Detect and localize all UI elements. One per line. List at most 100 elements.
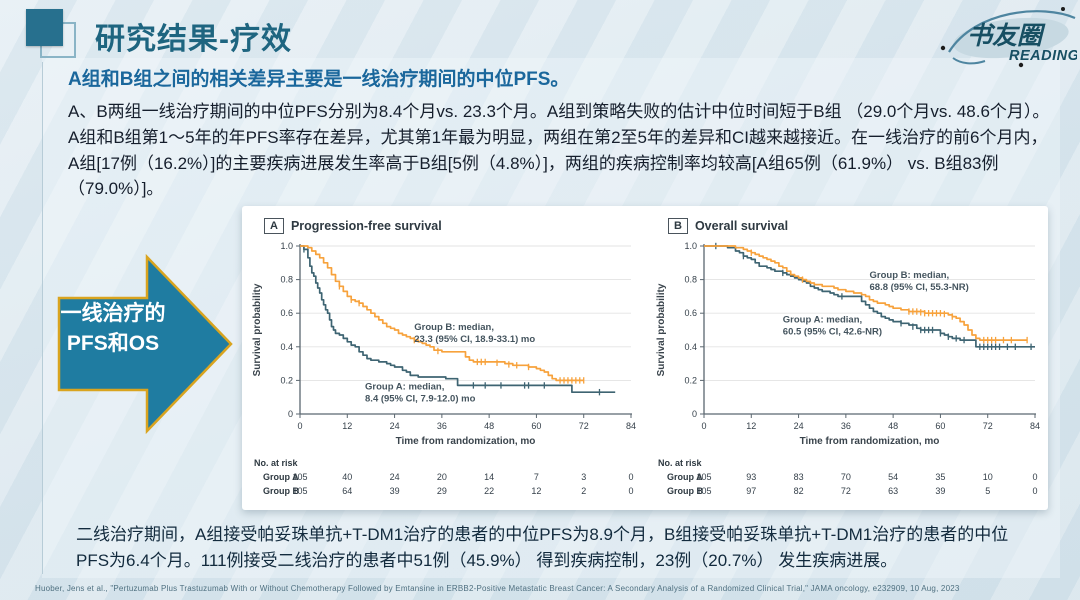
svg-text:36: 36 xyxy=(437,421,447,431)
arrow-label: 一线治疗的 PFS和OS xyxy=(57,299,169,360)
svg-text:93: 93 xyxy=(746,472,756,482)
svg-text:72: 72 xyxy=(983,421,993,431)
svg-text:40: 40 xyxy=(342,472,352,482)
svg-text:Group A: Group A xyxy=(263,472,299,482)
svg-text:54: 54 xyxy=(888,472,898,482)
page-title: 研究结果-疗效 xyxy=(95,23,292,56)
chart-a-title: Progression-free survival xyxy=(290,219,442,233)
svg-text:14: 14 xyxy=(484,472,494,482)
chart-b-canvas: 0 0.2 0.4 0.6 0.8 1.0 0 12 24 36 48 60 72 84 Time from… xyxy=(652,236,1046,503)
svg-text:12: 12 xyxy=(746,421,756,431)
svg-text:2: 2 xyxy=(581,486,586,496)
svg-text:12: 12 xyxy=(342,421,352,431)
svg-text:63: 63 xyxy=(888,486,898,496)
svg-text:48: 48 xyxy=(888,421,898,431)
svg-text:105: 105 xyxy=(292,486,307,496)
svg-text:60.5 (95% CI, 42.6-NR): 60.5 (95% CI, 42.6-NR) xyxy=(783,326,882,337)
svg-text:10: 10 xyxy=(983,472,993,482)
svg-text:35: 35 xyxy=(935,472,945,482)
svg-text:1.0: 1.0 xyxy=(280,241,293,251)
svg-text:Group A: Group A xyxy=(667,472,703,482)
second-line-summary-paragraph: 二线治疗期间，A组接受帕妥珠单抗+T-DM1治疗的患者的中位PFS为8.9个月，… xyxy=(76,525,1009,571)
svg-text:0.8: 0.8 xyxy=(684,275,697,285)
svg-text:0: 0 xyxy=(297,421,302,431)
svg-text:105: 105 xyxy=(696,472,711,482)
chart-a-badge: A xyxy=(264,218,284,234)
svg-text:72: 72 xyxy=(579,421,589,431)
svg-text:Group B: median,: Group B: median, xyxy=(870,270,950,281)
svg-text:0.4: 0.4 xyxy=(684,342,697,352)
footer-citation: Huober, Jens et al., "Pertuzumab Plus Tr… xyxy=(35,584,960,593)
logo-name-text: 书友圈 xyxy=(967,22,1046,50)
svg-text:72: 72 xyxy=(841,486,851,496)
svg-text:60: 60 xyxy=(935,421,945,431)
svg-text:60: 60 xyxy=(531,421,541,431)
svg-text:0: 0 xyxy=(288,409,293,419)
svg-text:48: 48 xyxy=(484,421,494,431)
svg-text:23.3 (95% CI, 18.9-33.1) mo: 23.3 (95% CI, 18.9-33.1) mo xyxy=(414,334,535,345)
svg-text:0: 0 xyxy=(692,409,697,419)
svg-text:105: 105 xyxy=(696,486,711,496)
svg-text:84: 84 xyxy=(1030,421,1040,431)
svg-text:0.4: 0.4 xyxy=(280,342,293,352)
left-accent-line xyxy=(42,62,43,574)
svg-text:64: 64 xyxy=(342,486,352,496)
chart-b-badge: B xyxy=(668,218,688,234)
svg-text:Survival probability: Survival probability xyxy=(252,283,263,376)
svg-text:68.8 (95% CI, 55.3-NR): 68.8 (95% CI, 55.3-NR) xyxy=(870,282,969,293)
svg-text:0: 0 xyxy=(1032,472,1037,482)
svg-text:0.6: 0.6 xyxy=(280,308,293,318)
chart-overall-survival: B Overall survival 0 0.2 0.4 0.6 0.8 1.0 0 12 24… xyxy=(652,214,1046,510)
chart-a-canvas: 0 0.2 0.4 0.6 0.8 1.0 0 12 24 36 48 60 72 84 Time from… xyxy=(248,236,642,503)
svg-text:24: 24 xyxy=(390,421,400,431)
figure-panel: A Progression-free survival 0 0.2 0.4 0.6 0.… xyxy=(242,206,1048,510)
svg-text:12: 12 xyxy=(531,486,541,496)
svg-text:0: 0 xyxy=(628,486,633,496)
svg-text:Time from randomization, mo: Time from randomization, mo xyxy=(800,436,940,447)
svg-text:5: 5 xyxy=(985,486,990,496)
svg-text:39: 39 xyxy=(390,486,400,496)
svg-text:Group B: Group B xyxy=(667,486,703,496)
svg-text:36: 36 xyxy=(841,421,851,431)
logo-subname-text: READING xyxy=(1009,48,1077,64)
svg-text:24: 24 xyxy=(390,472,400,482)
svg-text:0: 0 xyxy=(628,472,633,482)
svg-text:Group B: Group B xyxy=(263,486,299,496)
key-finding-subtitle: A组和B组之间的相关差异主要是一线治疗期间的中位PFS。 xyxy=(68,69,570,90)
svg-text:Group B: median,: Group B: median, xyxy=(414,322,494,333)
svg-text:22: 22 xyxy=(484,486,494,496)
svg-text:83: 83 xyxy=(794,472,804,482)
svg-text:3: 3 xyxy=(581,472,586,482)
shuyouquan-reading-logo: 书友圈 READING xyxy=(935,2,1079,68)
svg-text:Survival probability: Survival probability xyxy=(656,283,667,376)
svg-text:7: 7 xyxy=(534,472,539,482)
arrow-label-line2: PFS和OS xyxy=(66,332,160,356)
svg-text:97: 97 xyxy=(746,486,756,496)
svg-text:29: 29 xyxy=(437,486,447,496)
svg-text:No. at risk: No. at risk xyxy=(254,458,299,468)
svg-text:0.6: 0.6 xyxy=(684,308,697,318)
title-square-icon xyxy=(26,9,63,46)
arrow-label-line1: 一线治疗的 xyxy=(60,302,166,325)
svg-text:24: 24 xyxy=(794,421,804,431)
svg-text:20: 20 xyxy=(437,472,447,482)
chart-b-title: Overall survival xyxy=(694,219,789,233)
svg-text:84: 84 xyxy=(626,421,636,431)
arrow-callout: 一线治疗的 PFS和OS xyxy=(57,253,235,435)
svg-text:1.0: 1.0 xyxy=(684,241,697,251)
svg-text:0.8: 0.8 xyxy=(280,275,293,285)
svg-text:39: 39 xyxy=(935,486,945,496)
svg-text:Time from randomization, mo: Time from randomization, mo xyxy=(396,436,536,447)
svg-text:0: 0 xyxy=(1032,486,1037,496)
svg-text:0.2: 0.2 xyxy=(684,375,697,385)
svg-text:82: 82 xyxy=(794,486,804,496)
svg-text:No. at risk: No. at risk xyxy=(658,458,703,468)
chart-progression-free-survival: A Progression-free survival 0 0.2 0.4 0.6 0.… xyxy=(248,214,642,510)
svg-text:105: 105 xyxy=(292,472,307,482)
body-paragraph: A、B两组一线治疗期间的中位PFS分别为8.4个月vs. 23.3个月。A组到策… xyxy=(68,102,1050,199)
svg-text:Group A: median,: Group A: median, xyxy=(365,382,444,393)
chart-b-header: B Overall survival xyxy=(668,218,1046,234)
svg-text:0: 0 xyxy=(701,421,706,431)
svg-text:Group A: median,: Group A: median, xyxy=(783,314,862,325)
